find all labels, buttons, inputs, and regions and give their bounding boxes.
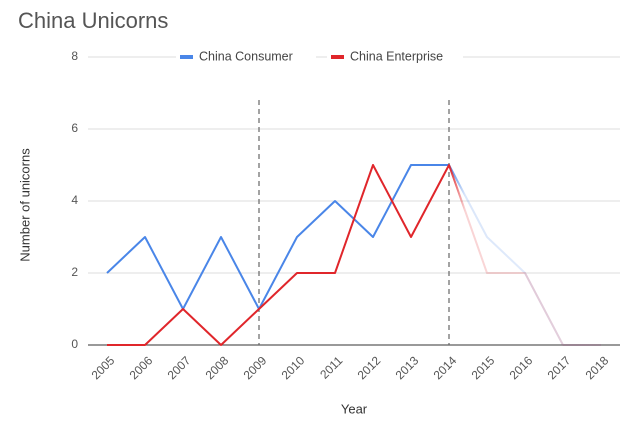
y-tick-label: 2 [71,265,78,279]
x-tick-label: 2007 [165,353,194,382]
data-line [107,164,601,346]
legend-bg [176,49,316,65]
y-tick-label: 0 [71,337,78,351]
x-tick-label: 2013 [393,353,422,382]
x-tick-label: 2017 [545,353,574,382]
legend-swatch [180,55,193,59]
chart-title: China Unicorns [18,8,168,33]
x-tick-label: 2005 [89,353,118,382]
legend-bg [327,49,463,65]
x-tick-label: 2012 [355,353,384,382]
x-tick-label: 2011 [317,353,345,381]
x-axis-label: Year [341,401,368,416]
y-tick-label: 8 [71,49,78,63]
x-tick-label: 2014 [431,353,460,382]
y-tick-label: 4 [71,193,78,207]
x-tick-label: 2016 [507,353,536,382]
x-tick-label: 2018 [583,353,612,382]
y-tick-label: 6 [71,121,78,135]
x-tick-label: 2015 [469,353,498,382]
legend-label: China Consumer [199,49,293,63]
y-axis-label: Number of unicorns [17,148,32,262]
x-tick-label: 2009 [241,353,270,382]
data-line [106,164,601,346]
legend-swatch [331,55,344,59]
x-tick-label: 2010 [279,353,308,382]
x-tick-label: 2008 [203,353,232,382]
legend-label: China Enterprise [350,49,443,63]
x-tick-label: 2006 [127,353,156,382]
